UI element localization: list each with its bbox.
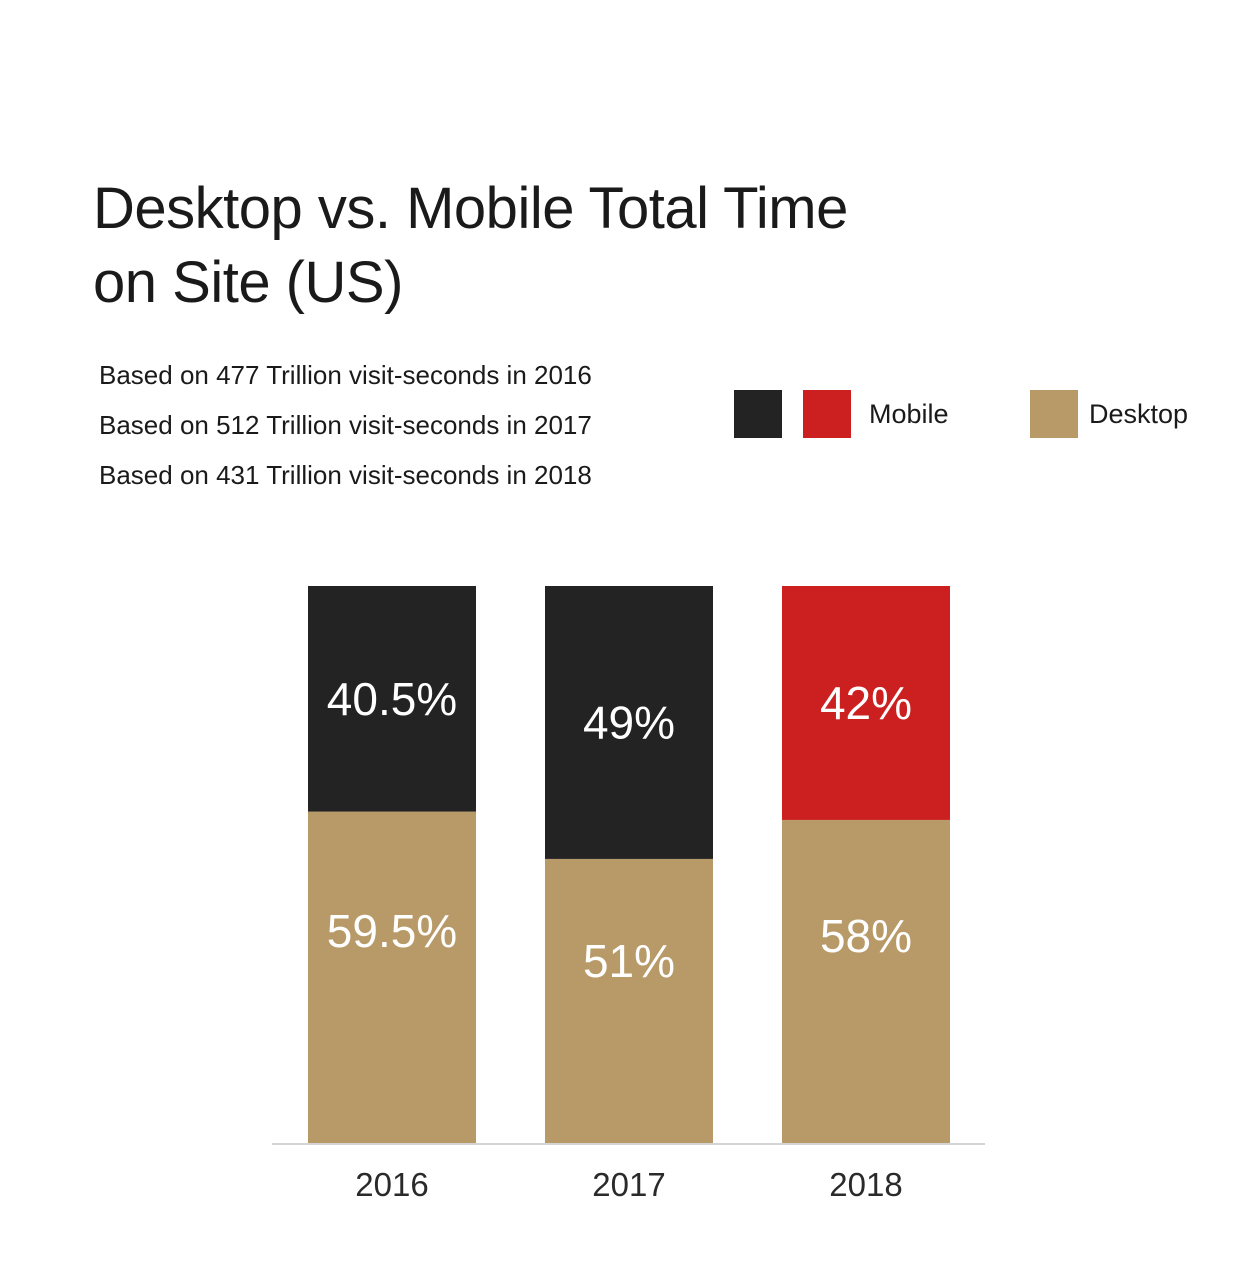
- chart-title: Desktop vs. Mobile Total Time on Site (US…: [93, 172, 993, 320]
- data-notes: Based on 477 Trillion visit-seconds in 2…: [99, 350, 592, 500]
- note-2017: Based on 512 Trillion visit-seconds in 2…: [99, 410, 592, 440]
- bar-mobile-2018: [782, 586, 950, 820]
- x-tick-label-2018: 2018: [829, 1166, 902, 1203]
- legend-swatch-mobile-dark: [734, 390, 782, 438]
- x-tick-label-2016: 2016: [355, 1166, 428, 1203]
- x-tick-label-2017: 2017: [592, 1166, 665, 1203]
- note-2016: Based on 477 Trillion visit-seconds in 2…: [99, 360, 592, 390]
- title-line-2: on Site (US): [93, 250, 403, 315]
- title-line-1: Desktop vs. Mobile Total Time: [93, 176, 848, 241]
- bar-mobile-2016: [308, 586, 476, 812]
- data-label-desktop-2017: 51%: [583, 935, 675, 987]
- legend-swatch-desktop: [1030, 390, 1078, 438]
- data-label-desktop-2016: 59.5%: [327, 905, 457, 957]
- data-label-mobile-2017: 49%: [583, 696, 675, 748]
- bar-mobile-2017: [545, 586, 713, 859]
- legend-label-mobile: Mobile: [869, 399, 949, 429]
- legend-swatch-mobile-red: [803, 390, 851, 438]
- data-label-desktop-2018: 58%: [820, 910, 912, 962]
- bar-desktop-2018: [782, 819, 950, 1143]
- data-label-mobile-2016: 40.5%: [327, 673, 457, 725]
- legend-label-desktop: Desktop: [1089, 399, 1189, 429]
- bar-desktop-2017: [545, 858, 713, 1143]
- note-2018: Based on 431 Trillion visit-seconds in 2…: [99, 460, 592, 490]
- data-label-mobile-2018: 42%: [820, 677, 912, 729]
- bar-desktop-2016: [308, 811, 476, 1143]
